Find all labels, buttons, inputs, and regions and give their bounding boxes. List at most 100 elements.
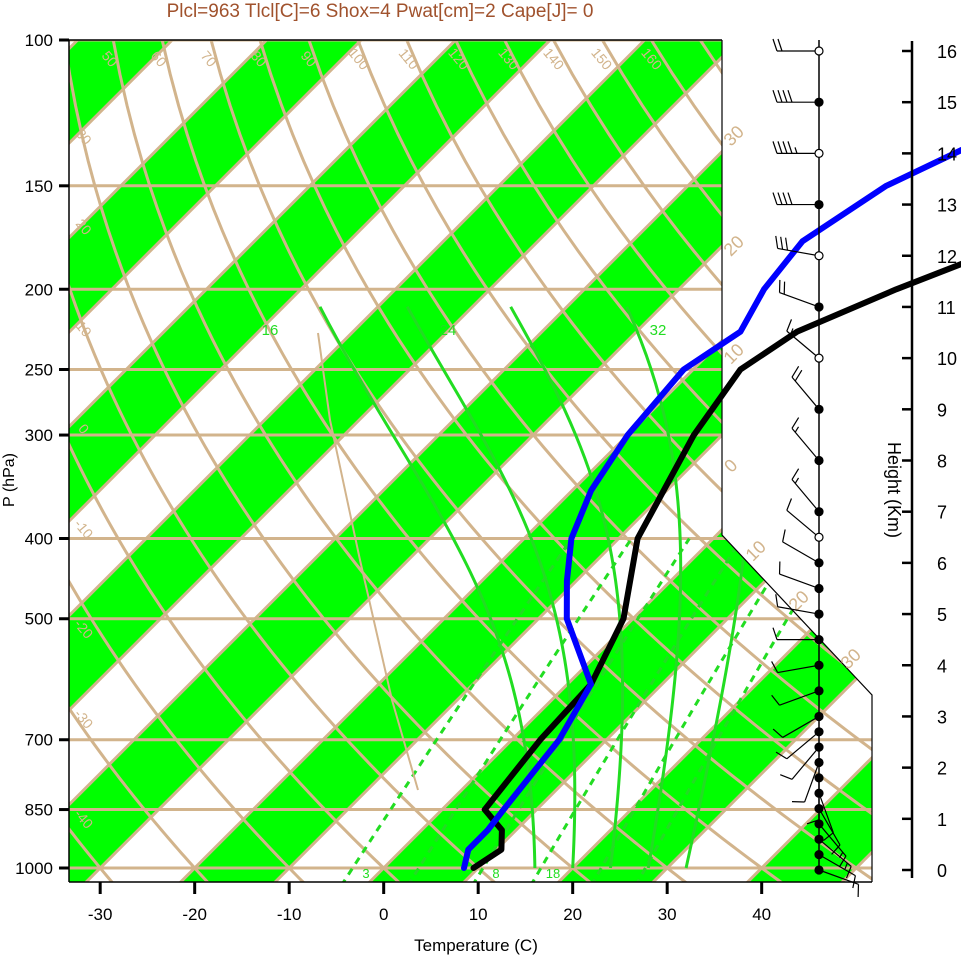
isotherm-line bbox=[69, 40, 646, 618]
wind-barb-feather bbox=[771, 694, 781, 706]
wind-level-dot bbox=[814, 353, 824, 363]
height-tick-label: 2 bbox=[937, 759, 947, 779]
height-tick-label: 16 bbox=[937, 42, 957, 62]
wind-level-dot bbox=[814, 404, 824, 414]
moist-adiabat-label: 16 bbox=[262, 322, 279, 339]
wind-barb-feather bbox=[794, 147, 798, 154]
pressure-tick-label: 700 bbox=[25, 731, 53, 750]
lifted-parcel-line bbox=[317, 332, 419, 791]
wind-barb bbox=[786, 731, 820, 760]
wind-barb-feather bbox=[794, 477, 800, 484]
wind-barb bbox=[791, 479, 820, 513]
height-tick-label: 7 bbox=[937, 503, 947, 523]
wind-level-dot bbox=[814, 727, 824, 737]
wind-barb-feather bbox=[782, 192, 788, 205]
chart-title: Plcl=963 Tlcl[C]=6 Shox=4 Pwat[cm]=2 Cap… bbox=[167, 1, 594, 22]
wind-barb bbox=[791, 427, 820, 461]
pressure-tick-label: 150 bbox=[25, 177, 53, 196]
height-tick-label: 4 bbox=[937, 656, 947, 676]
wind-barb bbox=[818, 823, 847, 857]
isotherm-line bbox=[69, 40, 457, 429]
wind-level-dot bbox=[814, 455, 824, 466]
plot-boundary bbox=[721, 40, 873, 882]
wind-barb-feather bbox=[771, 661, 779, 673]
height-tick-label: 11 bbox=[937, 298, 956, 318]
wind-barb-feather bbox=[772, 38, 778, 52]
pressure-tick-label: 850 bbox=[25, 801, 53, 820]
height-axis-label: Height (Km) bbox=[884, 442, 904, 538]
wind-barb-feather bbox=[782, 89, 788, 103]
wind-barb-feather bbox=[772, 192, 778, 205]
height-tick-label: 8 bbox=[937, 452, 947, 472]
mixing-ratio-line bbox=[408, 537, 633, 882]
wind-level-dot bbox=[814, 773, 824, 783]
wind-barb-feather bbox=[791, 417, 800, 429]
wind-barb-feather bbox=[775, 594, 779, 607]
wind-barb-feather bbox=[777, 192, 783, 205]
mixing-ratio-label: 3 bbox=[362, 866, 369, 881]
mixing-ratio-label: 8 bbox=[492, 866, 499, 881]
height-tick-label: 1 bbox=[937, 810, 947, 830]
wind-barb-feather bbox=[790, 328, 794, 335]
isotherm-line bbox=[69, 40, 741, 713]
wind-barb-feather bbox=[780, 236, 784, 250]
dry-adiabat-line bbox=[69, 282, 497, 882]
dewpoint-line bbox=[461, 146, 961, 871]
isotherm-line bbox=[462, 472, 872, 882]
wind-barb-feather bbox=[791, 468, 800, 480]
wind-barb-feather bbox=[786, 498, 793, 511]
dry-adiabat-line bbox=[69, 578, 306, 882]
wind-barb bbox=[786, 330, 820, 359]
wind-level-dot bbox=[814, 583, 824, 594]
isotherm-line bbox=[69, 40, 363, 335]
wind-barb-feather bbox=[785, 237, 789, 251]
height-tick-label: 15 bbox=[937, 93, 957, 113]
height-tick-label: 5 bbox=[937, 605, 947, 625]
wind-barb-feather bbox=[772, 89, 778, 103]
wind-level-dot bbox=[814, 660, 824, 670]
plot-overlay bbox=[461, 40, 961, 957]
wind-barb bbox=[779, 690, 820, 706]
temperature-tick-label: -30 bbox=[88, 905, 113, 924]
wind-barb bbox=[779, 292, 820, 308]
wind-barb bbox=[777, 247, 820, 257]
wind-barb bbox=[791, 746, 820, 780]
wind-barb bbox=[777, 664, 820, 674]
wind-barb-feather bbox=[787, 141, 793, 154]
pressure-tick-label: 250 bbox=[25, 360, 53, 379]
wind-level-dot bbox=[814, 532, 824, 542]
dry-adiabat-line bbox=[405, 40, 872, 626]
wind-barb-feather bbox=[794, 426, 800, 433]
wind-level-dot bbox=[814, 199, 824, 210]
wind-level-dot bbox=[814, 834, 824, 844]
wind-barb-feather bbox=[777, 38, 783, 52]
pressure-tick-label: 1000 bbox=[15, 859, 53, 878]
pressure-tick-label: 200 bbox=[25, 280, 53, 299]
temperature-tick-label: 10 bbox=[469, 905, 488, 924]
wind-barb-feather bbox=[838, 851, 844, 858]
wind-barb bbox=[818, 838, 852, 867]
mixing-ratio-line bbox=[531, 537, 743, 882]
isotherm-line bbox=[69, 40, 268, 240]
wind-barb bbox=[779, 573, 820, 590]
moist-adiabat-label: 24 bbox=[440, 322, 457, 339]
mixing-ratio-label: 18 bbox=[546, 866, 560, 881]
temperature-tick-label: 20 bbox=[563, 905, 582, 924]
wind-barb bbox=[782, 541, 820, 564]
isotherm-label: 150 bbox=[588, 45, 615, 73]
wind-barb-feather bbox=[794, 369, 803, 382]
temperature-tick-label: -10 bbox=[277, 905, 302, 924]
wind-level-dot bbox=[814, 97, 824, 107]
moist-adiabat-line bbox=[509, 306, 625, 869]
wind-level-dot bbox=[814, 686, 824, 696]
temperature-tick-label: 30 bbox=[658, 905, 677, 924]
wind-barb bbox=[777, 606, 820, 615]
wind-barb bbox=[818, 793, 834, 833]
wind-barb-feather bbox=[775, 235, 779, 249]
height-tick-label: 12 bbox=[937, 247, 957, 267]
moist-adiabat-line bbox=[625, 306, 683, 869]
moist-adiabat-line bbox=[318, 306, 537, 869]
